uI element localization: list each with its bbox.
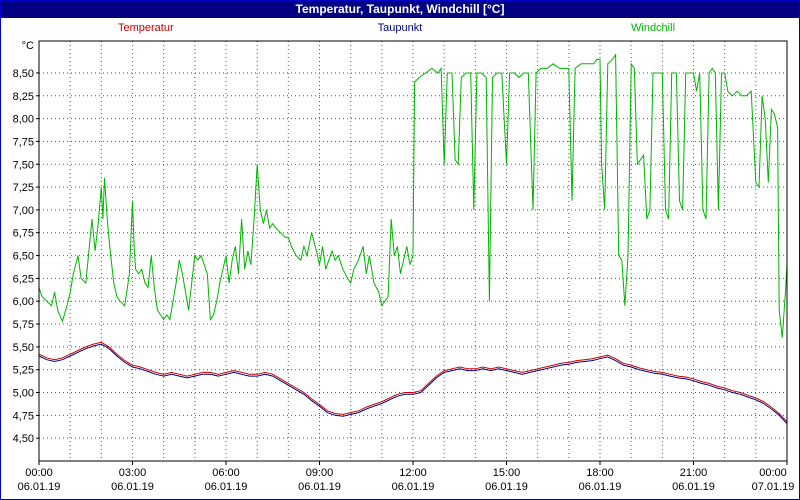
svg-text:5,75: 5,75	[13, 319, 34, 331]
svg-text:18:00: 18:00	[586, 467, 614, 479]
svg-text:07.01.19: 07.01.19	[752, 481, 795, 493]
svg-text:5,25: 5,25	[13, 365, 34, 377]
svg-text:12:00: 12:00	[399, 467, 427, 479]
svg-text:7,00: 7,00	[13, 205, 34, 217]
svg-text:06.01.19: 06.01.19	[392, 481, 435, 493]
svg-text:06.01.19: 06.01.19	[672, 481, 715, 493]
svg-text:6,25: 6,25	[13, 273, 34, 285]
svg-text:06.01.19: 06.01.19	[485, 481, 528, 493]
svg-text:8,50: 8,50	[13, 68, 34, 80]
svg-text:21:00: 21:00	[680, 467, 708, 479]
svg-text:°C: °C	[22, 40, 34, 52]
svg-text:7,25: 7,25	[13, 182, 34, 194]
svg-text:4,75: 4,75	[13, 410, 34, 422]
title-bar: Temperatur, Taupunkt, Windchill [°C]	[1, 1, 799, 18]
svg-text:06.01.19: 06.01.19	[579, 481, 622, 493]
svg-text:03:00: 03:00	[119, 467, 147, 479]
svg-text:06.01.19: 06.01.19	[298, 481, 341, 493]
legend-temperatur: Temperatur	[118, 22, 174, 34]
svg-text:6,75: 6,75	[13, 228, 34, 240]
svg-text:8,25: 8,25	[13, 91, 34, 103]
svg-text:5,50: 5,50	[13, 342, 34, 354]
svg-text:6,50: 6,50	[13, 251, 34, 263]
chart-legend: Temperatur Taupunkt Windchill	[1, 22, 799, 38]
svg-text:09:00: 09:00	[306, 467, 334, 479]
svg-text:06.01.19: 06.01.19	[111, 481, 154, 493]
svg-text:7,75: 7,75	[13, 136, 34, 148]
svg-text:00:00: 00:00	[25, 467, 53, 479]
svg-text:6,00: 6,00	[13, 296, 34, 308]
svg-text:7,50: 7,50	[13, 159, 34, 171]
svg-text:00:00: 00:00	[759, 467, 787, 479]
svg-text:15:00: 15:00	[493, 467, 521, 479]
svg-text:8,00: 8,00	[13, 114, 34, 126]
legend-windchill: Windchill	[631, 22, 676, 34]
svg-text:06.01.19: 06.01.19	[18, 481, 61, 493]
window-title: Temperatur, Taupunkt, Windchill [°C]	[295, 2, 505, 16]
legend-taupunkt: Taupunkt	[377, 22, 423, 34]
svg-text:4,50: 4,50	[13, 433, 34, 445]
svg-text:5,00: 5,00	[13, 388, 34, 400]
svg-text:06.01.19: 06.01.19	[205, 481, 248, 493]
svg-text:06:00: 06:00	[212, 467, 240, 479]
